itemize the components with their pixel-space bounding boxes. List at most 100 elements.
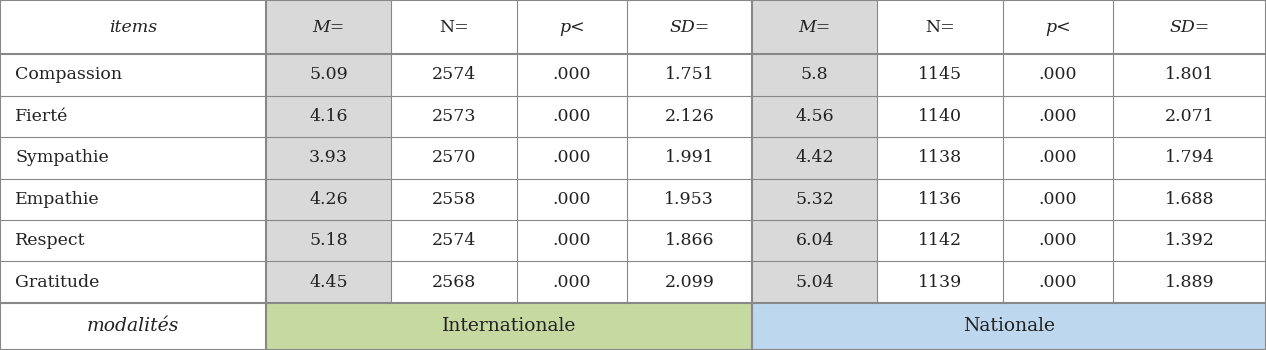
Bar (391, 178, 517, 220)
Bar (0, 0, 266, 54)
Bar (752, 220, 877, 261)
Text: .000: .000 (552, 191, 591, 208)
Text: 5.32: 5.32 (795, 191, 834, 208)
Bar (752, 261, 877, 303)
Text: .000: .000 (1038, 274, 1077, 290)
Text: Gratitude: Gratitude (15, 274, 100, 290)
Bar (517, 54, 627, 96)
Text: Nationale: Nationale (963, 317, 1055, 335)
Bar (0, 261, 266, 303)
Bar (877, 261, 1003, 303)
Text: 2568: 2568 (432, 274, 476, 290)
Text: Fierté: Fierté (15, 108, 68, 125)
Text: 1138: 1138 (918, 149, 962, 166)
Bar (1113, 96, 1266, 137)
Text: Compassion: Compassion (15, 66, 123, 83)
Bar (391, 0, 517, 54)
Bar (0, 137, 266, 178)
Bar (1003, 0, 1113, 54)
Text: 1145: 1145 (918, 66, 962, 83)
Text: Respect: Respect (15, 232, 86, 249)
Text: SD=: SD= (670, 19, 709, 36)
Bar (752, 137, 877, 178)
Bar (1113, 220, 1266, 261)
Text: N=: N= (925, 19, 955, 36)
Text: 2.126: 2.126 (665, 108, 714, 125)
Bar (0, 96, 266, 137)
Text: 1.991: 1.991 (665, 149, 714, 166)
Text: .000: .000 (1038, 149, 1077, 166)
Text: M=: M= (313, 19, 344, 36)
Bar (0, 220, 266, 261)
Bar (1003, 96, 1113, 137)
Bar (517, 178, 627, 220)
Bar (1003, 54, 1113, 96)
Text: SD=: SD= (1170, 19, 1209, 36)
Bar (1113, 54, 1266, 96)
Text: p<: p< (1044, 19, 1071, 36)
Text: .000: .000 (1038, 66, 1077, 83)
Bar (627, 261, 752, 303)
Text: 1140: 1140 (918, 108, 962, 125)
Bar (1003, 261, 1113, 303)
Text: M=: M= (799, 19, 830, 36)
Bar (517, 261, 627, 303)
Bar (1003, 137, 1113, 178)
Text: 2574: 2574 (432, 66, 476, 83)
Text: 4.45: 4.45 (309, 274, 348, 290)
Text: items: items (109, 19, 157, 36)
Bar (0, 178, 266, 220)
Bar (517, 137, 627, 178)
Bar (266, 303, 752, 350)
Bar (391, 137, 517, 178)
Text: modalités: modalités (87, 317, 179, 335)
Text: p<: p< (558, 19, 585, 36)
Bar (266, 178, 391, 220)
Bar (627, 0, 752, 54)
Text: Sympathie: Sympathie (15, 149, 109, 166)
Text: .000: .000 (552, 66, 591, 83)
Text: 1.866: 1.866 (665, 232, 714, 249)
Text: .000: .000 (552, 232, 591, 249)
Text: 4.16: 4.16 (309, 108, 348, 125)
Bar (266, 220, 391, 261)
Text: 2558: 2558 (432, 191, 476, 208)
Bar (877, 96, 1003, 137)
Text: 6.04: 6.04 (795, 232, 834, 249)
Text: N=: N= (439, 19, 468, 36)
Bar (517, 96, 627, 137)
Text: 1.801: 1.801 (1165, 66, 1214, 83)
Text: 4.26: 4.26 (309, 191, 348, 208)
Text: .000: .000 (552, 149, 591, 166)
Text: 1.889: 1.889 (1165, 274, 1214, 290)
Bar (877, 220, 1003, 261)
Bar (266, 54, 391, 96)
Bar (752, 178, 877, 220)
Text: 5.04: 5.04 (795, 274, 834, 290)
Bar (627, 137, 752, 178)
Text: 1.688: 1.688 (1165, 191, 1214, 208)
Text: 5.09: 5.09 (309, 66, 348, 83)
Bar (877, 137, 1003, 178)
Bar (877, 0, 1003, 54)
Bar (752, 54, 877, 96)
Bar (627, 96, 752, 137)
Text: 1.751: 1.751 (665, 66, 714, 83)
Bar (627, 178, 752, 220)
Bar (627, 54, 752, 96)
Bar (391, 54, 517, 96)
Text: 1139: 1139 (918, 274, 962, 290)
Text: 2570: 2570 (432, 149, 476, 166)
Bar (391, 96, 517, 137)
Bar (266, 0, 391, 54)
Bar (627, 220, 752, 261)
Text: 3.93: 3.93 (309, 149, 348, 166)
Text: 1.953: 1.953 (665, 191, 714, 208)
Text: 5.18: 5.18 (309, 232, 348, 249)
Text: Internationale: Internationale (442, 317, 576, 335)
Text: 4.56: 4.56 (795, 108, 834, 125)
Bar (0, 54, 266, 96)
Bar (1113, 137, 1266, 178)
Bar (266, 261, 391, 303)
Bar (1113, 261, 1266, 303)
